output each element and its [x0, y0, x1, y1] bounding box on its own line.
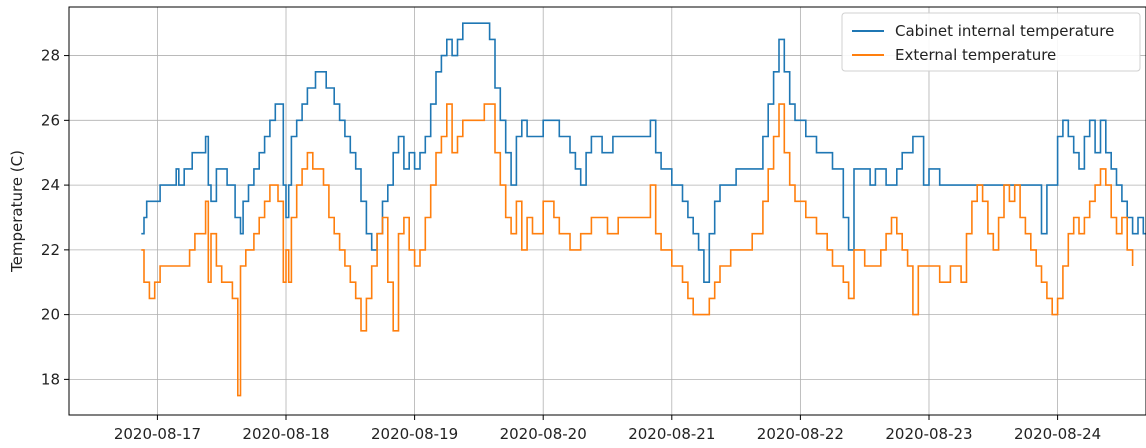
y-tick-label: 28 — [41, 47, 60, 65]
y-tick-label: 24 — [41, 176, 60, 194]
x-tick-label: 2020-08-24 — [1014, 425, 1101, 443]
y-tick-label: 18 — [41, 370, 60, 388]
y-axis: 18 20 22 24 26 28 — [41, 47, 69, 388]
series-layer — [141, 22, 1146, 397]
x-tick-label: 2020-08-23 — [885, 425, 972, 443]
x-tick-label: 2020-08-17 — [114, 425, 201, 443]
x-tick-label: 2020-08-19 — [371, 425, 458, 443]
series-line-cabinet-internal — [141, 22, 1146, 283]
x-tick-label: 2020-08-22 — [757, 425, 844, 443]
legend-frame — [841, 12, 1141, 72]
x-tick-label: 2020-08-21 — [628, 425, 715, 443]
legend: Cabinet internal temperature External te… — [841, 12, 1141, 72]
x-axis: 2020-08-17 2020-08-18 2020-08-19 2020-08-20… — [114, 415, 1101, 443]
x-tick-label: 2020-08-20 — [500, 425, 587, 443]
series-line-external — [141, 103, 1134, 397]
y-tick-label: 26 — [41, 111, 60, 129]
y-axis-label: Temperature (C) — [8, 150, 26, 273]
y-tick-label: 22 — [41, 241, 60, 259]
y-tick-label: 20 — [41, 306, 60, 324]
legend-label-external: External temperature — [895, 46, 1056, 64]
plot-frame — [68, 6, 1146, 416]
x-tick-label: 2020-08-18 — [242, 425, 329, 443]
legend-label-cabinet: Cabinet internal temperature — [895, 22, 1114, 40]
